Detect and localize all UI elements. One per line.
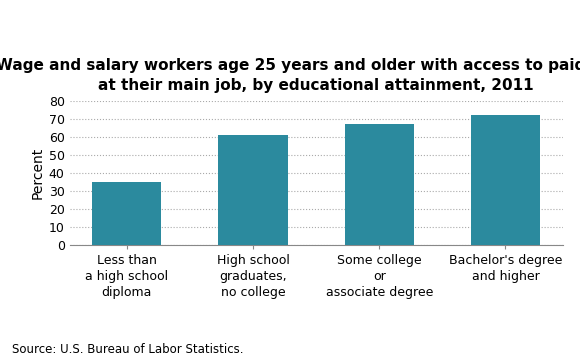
Bar: [471, 115, 540, 245]
Text: Source: U.S. Bureau of Labor Statistics.: Source: U.S. Bureau of Labor Statistics.: [12, 343, 243, 356]
Bar: [92, 182, 161, 245]
Y-axis label: Percent: Percent: [31, 147, 45, 199]
Bar: [218, 135, 288, 245]
Title: Wage and salary workers age 25 years and older with access to paid leave
at thei: Wage and salary workers age 25 years and…: [0, 58, 580, 93]
Bar: [345, 124, 414, 245]
